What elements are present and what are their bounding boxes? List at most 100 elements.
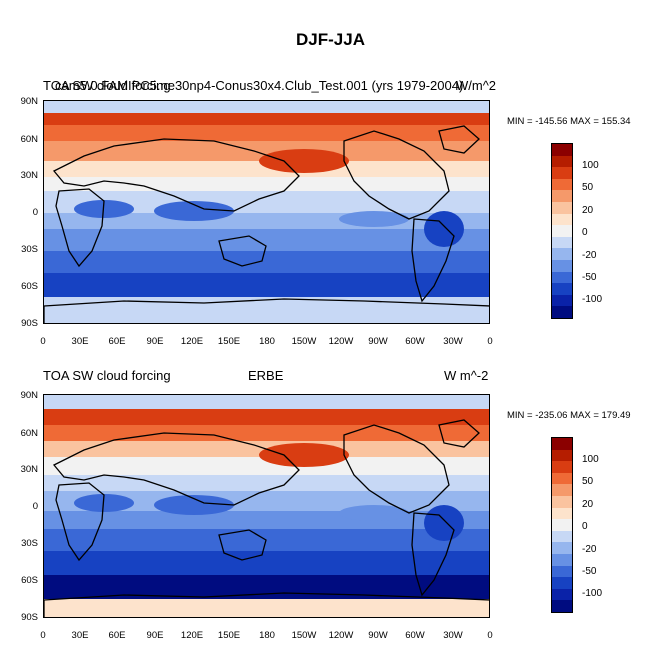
lon-tick-label: 120W [328, 630, 354, 641]
colorbar-segment [552, 553, 572, 566]
colorbar-segment [552, 155, 572, 168]
lon-tick-label: 60W [405, 336, 425, 347]
coastline [52, 432, 300, 506]
contour-band [44, 101, 489, 113]
lat-tick-label: 0 [32, 501, 38, 512]
colorbar-segment [552, 190, 572, 202]
lon-tick-label: 180 [259, 336, 275, 347]
contour-band [44, 113, 489, 125]
contour-band [44, 273, 489, 297]
lon-tick-label: 0 [40, 336, 46, 347]
coastline [343, 424, 450, 514]
sw-cloud-forcing-map [44, 101, 489, 323]
lon-tick-label: 30E [71, 630, 89, 641]
colorbar-segment [552, 519, 572, 531]
lon-tick-label: 150W [291, 630, 317, 641]
contour-blob [154, 495, 234, 515]
colorbar-label: 100 [582, 454, 599, 465]
contour-band [44, 409, 489, 425]
colorbar-segment [552, 577, 572, 589]
panel-center-label: ERBE [248, 368, 284, 383]
colorbar-segment [552, 588, 572, 601]
colorbar-segment [552, 530, 572, 543]
colorbar-label: 20 [582, 499, 594, 510]
colorbar-segment [552, 178, 572, 191]
lon-tick-label: 0 [487, 630, 493, 641]
colorbar-label: -50 [582, 272, 597, 283]
contour-blob [424, 211, 464, 247]
colorbar-segment [552, 167, 572, 179]
contour-band [44, 297, 489, 323]
colorbar-segment [552, 507, 572, 520]
map-frame [43, 394, 490, 618]
contour-band [44, 141, 489, 161]
coastline [411, 512, 455, 597]
contour-band [44, 395, 489, 409]
lon-tick-label: 120W [328, 336, 354, 347]
lon-tick-label: 90W [368, 336, 388, 347]
contour-blob [339, 211, 409, 227]
colorbar-segment [552, 271, 572, 284]
contour-blob [424, 505, 464, 541]
lat-tick-label: 30N [20, 464, 38, 475]
lat-tick-label: 60S [21, 281, 38, 292]
colorbar [551, 143, 573, 319]
lon-tick-label: 30W [443, 630, 463, 641]
colorbar-label: 50 [582, 182, 594, 193]
map-frame [43, 100, 490, 324]
lon-tick-label: 90E [146, 630, 164, 641]
colorbar-segment [552, 495, 572, 508]
colorbar-segment [552, 438, 572, 450]
lat-tick-label: 30S [21, 244, 38, 255]
colorbar-segment [552, 259, 572, 272]
sw-cloud-forcing-map [44, 395, 489, 617]
contour-band [44, 529, 489, 551]
colorbar-segment [552, 144, 572, 156]
coastline [55, 482, 105, 562]
panel-center-label: cam5.0.FAMIPC5.ne30np4-Conus30x4.Club_Te… [55, 78, 464, 93]
lat-tick-label: 60N [20, 428, 38, 439]
figure-title: DJF-JJA [296, 30, 365, 49]
lon-tick-label: 0 [40, 630, 46, 641]
lon-tick-label: 30E [71, 336, 89, 347]
contour-band [44, 229, 489, 251]
lon-tick-label: 180 [259, 630, 275, 641]
lon-tick-label: 30W [443, 336, 463, 347]
contour-blob [154, 201, 234, 221]
coastline [438, 125, 480, 154]
colorbar-label: 0 [582, 521, 588, 532]
contour-band [44, 161, 489, 177]
contour-blob [339, 505, 409, 521]
lon-tick-label: 150E [217, 630, 241, 641]
contour-band [44, 251, 489, 273]
contour-band [44, 425, 489, 441]
lon-tick-label: 150E [217, 336, 241, 347]
coastline [218, 529, 267, 561]
contour-blob [259, 443, 349, 467]
colorbar-segment [552, 236, 572, 249]
colorbar-label: 50 [582, 476, 594, 487]
map-panel-model: TOA SW cloud forcing cam5.0.FAMIPC5.ne30… [0, 72, 661, 372]
lat-tick-label: 30S [21, 538, 38, 549]
coastline [52, 138, 300, 212]
colorbar-segment [552, 461, 572, 473]
lon-tick-label: 60E [108, 630, 126, 641]
lon-tick-label: 150W [291, 336, 317, 347]
panel-units-label: W m^-2 [444, 368, 489, 383]
lon-tick-label: 120E [180, 630, 204, 641]
colorbar-label: 0 [582, 227, 588, 238]
map-panel-erbe: TOA SW cloud forcing ERBE W m^-2 90N 60N… [0, 366, 661, 666]
colorbar-label: -20 [582, 250, 597, 261]
colorbar-label: -20 [582, 544, 597, 555]
lon-tick-label: 60E [108, 336, 126, 347]
colorbar-segment [552, 201, 572, 214]
lat-tick-label: 90S [21, 318, 38, 329]
coastline [218, 235, 267, 267]
lon-tick-label: 120E [180, 336, 204, 347]
lon-tick-label: 90E [146, 336, 164, 347]
lon-tick-label: 0 [487, 336, 493, 347]
min-max-stats: MIN = -145.56 MAX = 155.34 [507, 116, 631, 127]
lat-tick-label: 60S [21, 575, 38, 586]
colorbar-label: -100 [582, 588, 603, 599]
colorbar-segment [552, 565, 572, 578]
